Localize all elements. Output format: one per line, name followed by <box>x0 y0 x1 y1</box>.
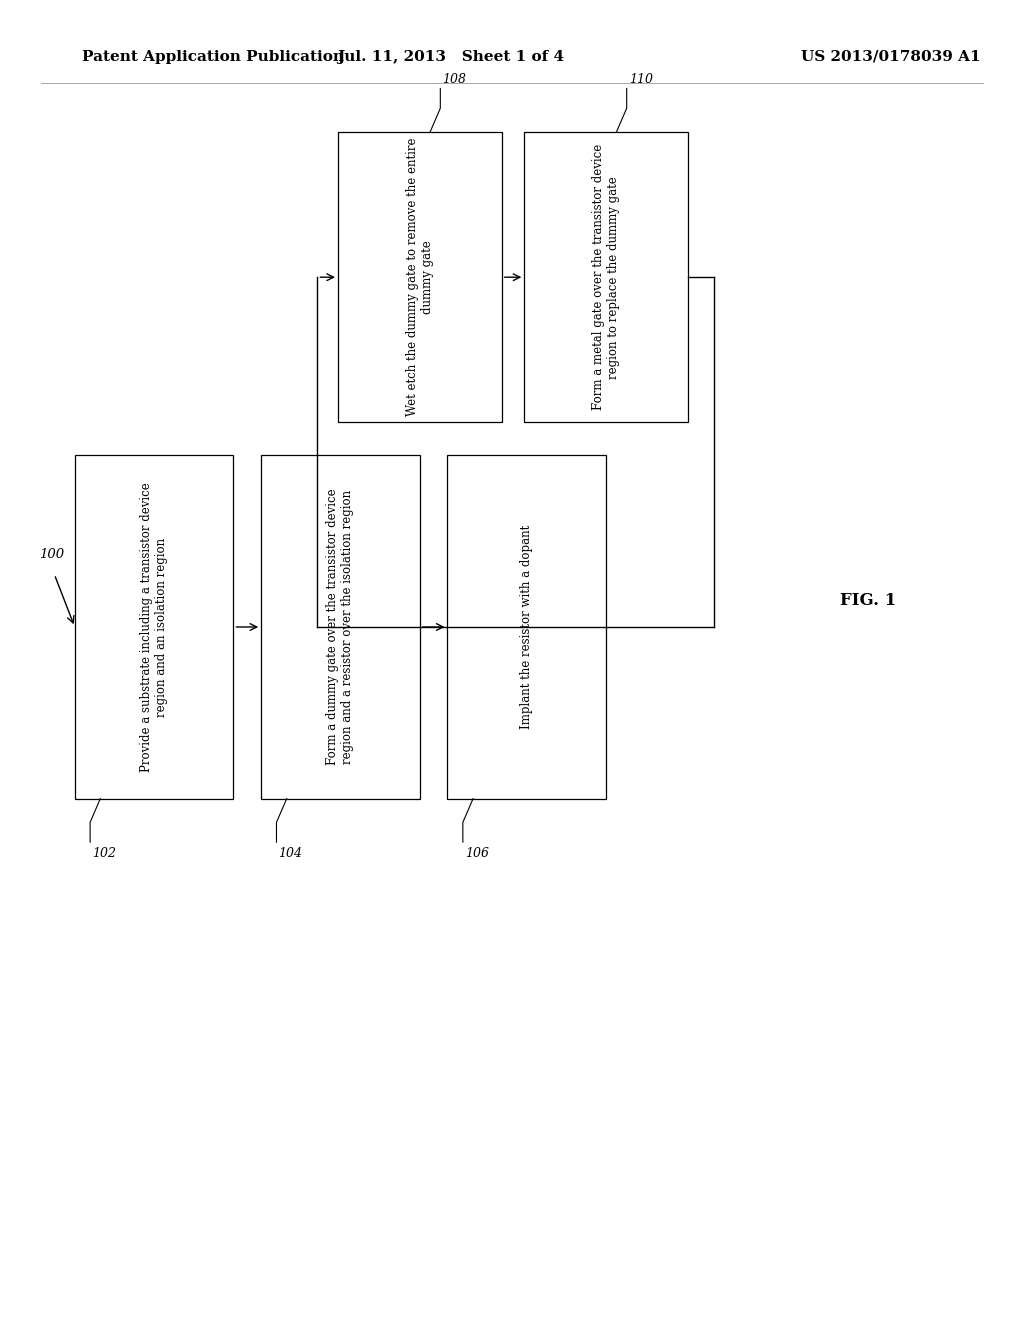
Bar <box>524 132 688 422</box>
Text: Form a dummy gate over the transistor device
region and a resistor over the isol: Form a dummy gate over the transistor de… <box>327 488 354 766</box>
Text: Form a metal gate over the transistor device
region to replace the dummy gate: Form a metal gate over the transistor de… <box>592 144 621 411</box>
Bar <box>447 455 606 799</box>
Text: Wet etch the dummy gate to remove the entire
dummy gate: Wet etch the dummy gate to remove the en… <box>406 139 434 416</box>
Bar <box>338 132 502 422</box>
Text: 100: 100 <box>39 548 65 561</box>
Text: Jul. 11, 2013   Sheet 1 of 4: Jul. 11, 2013 Sheet 1 of 4 <box>337 50 564 63</box>
Bar <box>75 455 233 799</box>
Text: 102: 102 <box>92 847 116 861</box>
Text: Provide a substrate including a transistor device
region and an isolation region: Provide a substrate including a transist… <box>140 482 168 772</box>
Text: Patent Application Publication: Patent Application Publication <box>82 50 344 63</box>
Text: US 2013/0178039 A1: US 2013/0178039 A1 <box>801 50 981 63</box>
Text: 104: 104 <box>279 847 302 861</box>
Text: 108: 108 <box>442 73 466 86</box>
Bar <box>261 455 420 799</box>
Text: 110: 110 <box>629 73 652 86</box>
Text: FIG. 1: FIG. 1 <box>840 593 896 609</box>
Text: Implant the resistor with a dopant: Implant the resistor with a dopant <box>520 525 534 729</box>
Text: 106: 106 <box>465 847 488 861</box>
